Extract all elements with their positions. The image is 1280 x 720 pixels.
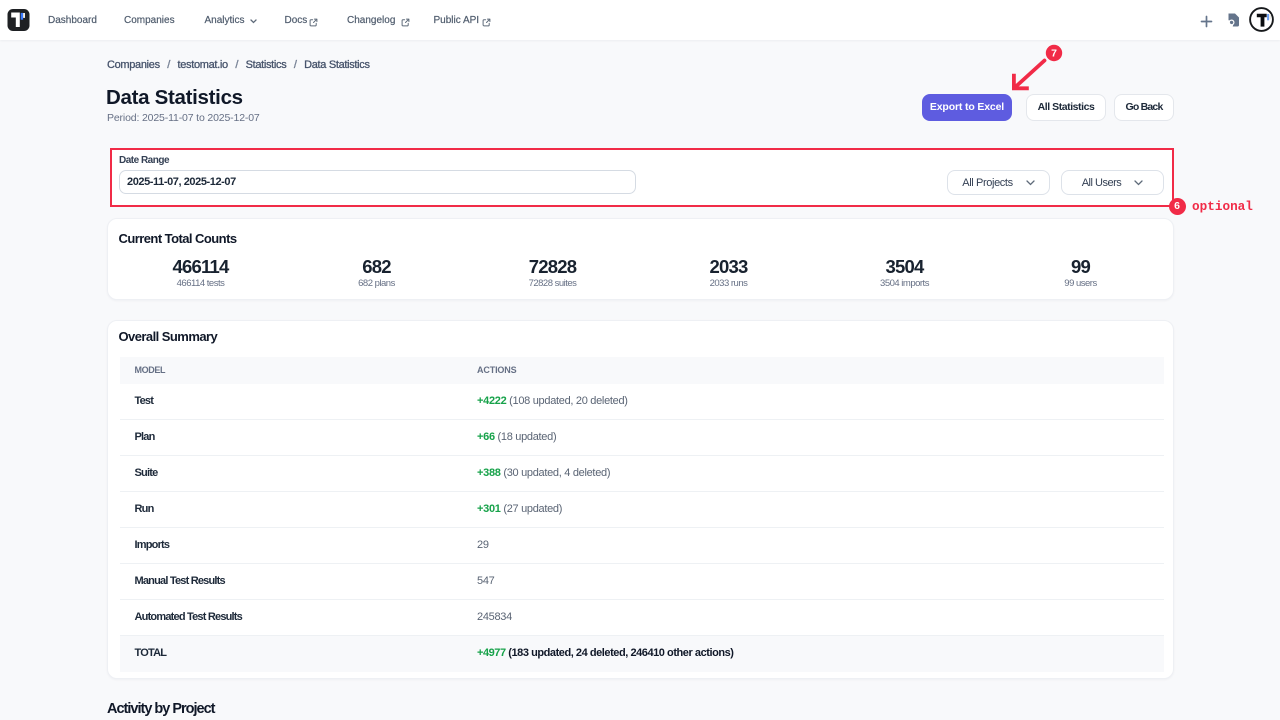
svg-text:7: 7 (1051, 48, 1057, 60)
